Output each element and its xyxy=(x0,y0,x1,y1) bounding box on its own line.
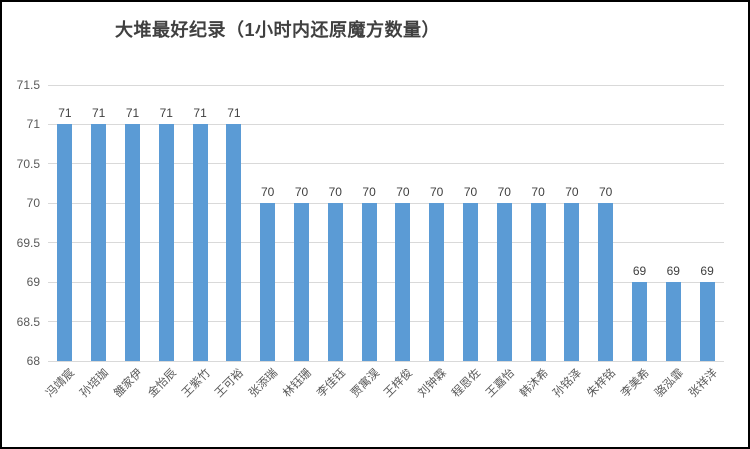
x-tick-label: 金怡辰 xyxy=(145,367,179,400)
bar xyxy=(226,124,242,361)
x-tick-label: 王梓俊 xyxy=(382,367,416,400)
y-tick-label: 71 xyxy=(26,117,40,132)
y-tick-label: 68.5 xyxy=(16,314,40,329)
bar xyxy=(463,203,478,361)
bar xyxy=(665,282,681,361)
gridline xyxy=(48,84,724,86)
y-tick-label: 71.5 xyxy=(16,78,40,92)
bar xyxy=(158,124,174,361)
bar-value-label: 69 xyxy=(666,264,680,279)
bar-value-label: 70 xyxy=(261,185,275,200)
bar xyxy=(496,203,512,361)
gridline xyxy=(48,360,724,362)
bar xyxy=(327,203,343,361)
bar-value-label: 70 xyxy=(362,185,376,200)
bar-value-label: 70 xyxy=(463,185,478,200)
x-tick-label: 雒家伊 xyxy=(112,367,145,400)
bar-value-label: 71 xyxy=(193,106,207,121)
bar-value-label: 70 xyxy=(294,185,309,200)
bar xyxy=(192,124,208,361)
bar xyxy=(91,124,107,361)
gridline xyxy=(48,123,724,125)
bar-value-label: 70 xyxy=(430,185,444,200)
bar-value-label: 69 xyxy=(700,264,714,279)
x-tick-label: 骆泓霏 xyxy=(652,367,686,400)
x-tick-label: 王可裕 xyxy=(213,367,247,400)
x-tick-label: 朱梓铭 xyxy=(585,367,619,400)
bar xyxy=(294,203,309,361)
bar-value-label: 70 xyxy=(328,185,342,200)
bar xyxy=(125,124,140,361)
x-tick-label: 孙培珈 xyxy=(78,367,112,400)
bar xyxy=(632,282,647,361)
bar xyxy=(57,124,73,361)
gridline xyxy=(48,321,724,323)
y-tick-label: 69 xyxy=(26,275,40,290)
bar-value-label: 70 xyxy=(396,185,410,200)
bar-value-label: 70 xyxy=(531,185,545,200)
bar-value-label: 69 xyxy=(632,264,647,279)
bar xyxy=(260,203,276,361)
gridline xyxy=(48,242,724,244)
bar xyxy=(395,203,411,361)
bar-value-label: 71 xyxy=(227,106,241,121)
bar-value-label: 70 xyxy=(497,185,511,200)
bar-value-label: 71 xyxy=(92,106,106,121)
y-tick-label: 70 xyxy=(26,196,40,211)
bar xyxy=(598,203,614,361)
x-tick-label: 李美希 xyxy=(619,367,652,400)
gridline xyxy=(48,281,724,283)
y-tick-label: 69.5 xyxy=(16,235,40,250)
x-tick-label: 贾寓淏 xyxy=(348,367,382,400)
bar-value-label: 70 xyxy=(565,185,579,200)
gridline xyxy=(48,202,724,204)
x-tick-label: 林钰珊 xyxy=(281,367,314,400)
x-tick-label: 刘钟霖 xyxy=(416,367,450,400)
x-tick-label: 孙铭泽 xyxy=(551,367,585,400)
bar xyxy=(699,282,715,361)
y-tick-label: 68 xyxy=(26,354,40,368)
y-tick-label: 70.5 xyxy=(16,156,40,171)
bar-value-label: 71 xyxy=(58,106,72,121)
bar-value-label: 71 xyxy=(159,106,173,121)
bar-value-label: 70 xyxy=(599,185,613,200)
x-tick-label: 韩沐希 xyxy=(517,367,551,400)
bar xyxy=(530,203,546,361)
x-tick-label: 张添瑞 xyxy=(247,367,281,400)
x-tick-label: 王紫竹 xyxy=(179,367,213,400)
bar xyxy=(429,203,445,361)
x-tick-label: 张祥洋 xyxy=(686,367,720,400)
x-tick-label: 冯靖宸 xyxy=(44,367,78,400)
bar-value-label: 71 xyxy=(125,106,140,121)
x-tick-label: 王嘉怡 xyxy=(483,367,517,400)
x-tick-label: 程恩佐 xyxy=(450,367,483,400)
gridline xyxy=(48,163,724,165)
bar xyxy=(564,203,580,361)
x-tick-label: 李佳钰 xyxy=(314,367,348,400)
chart-title: 大堆最好纪录（1小时内还原魔方数量） xyxy=(115,20,441,40)
bar xyxy=(361,203,377,361)
